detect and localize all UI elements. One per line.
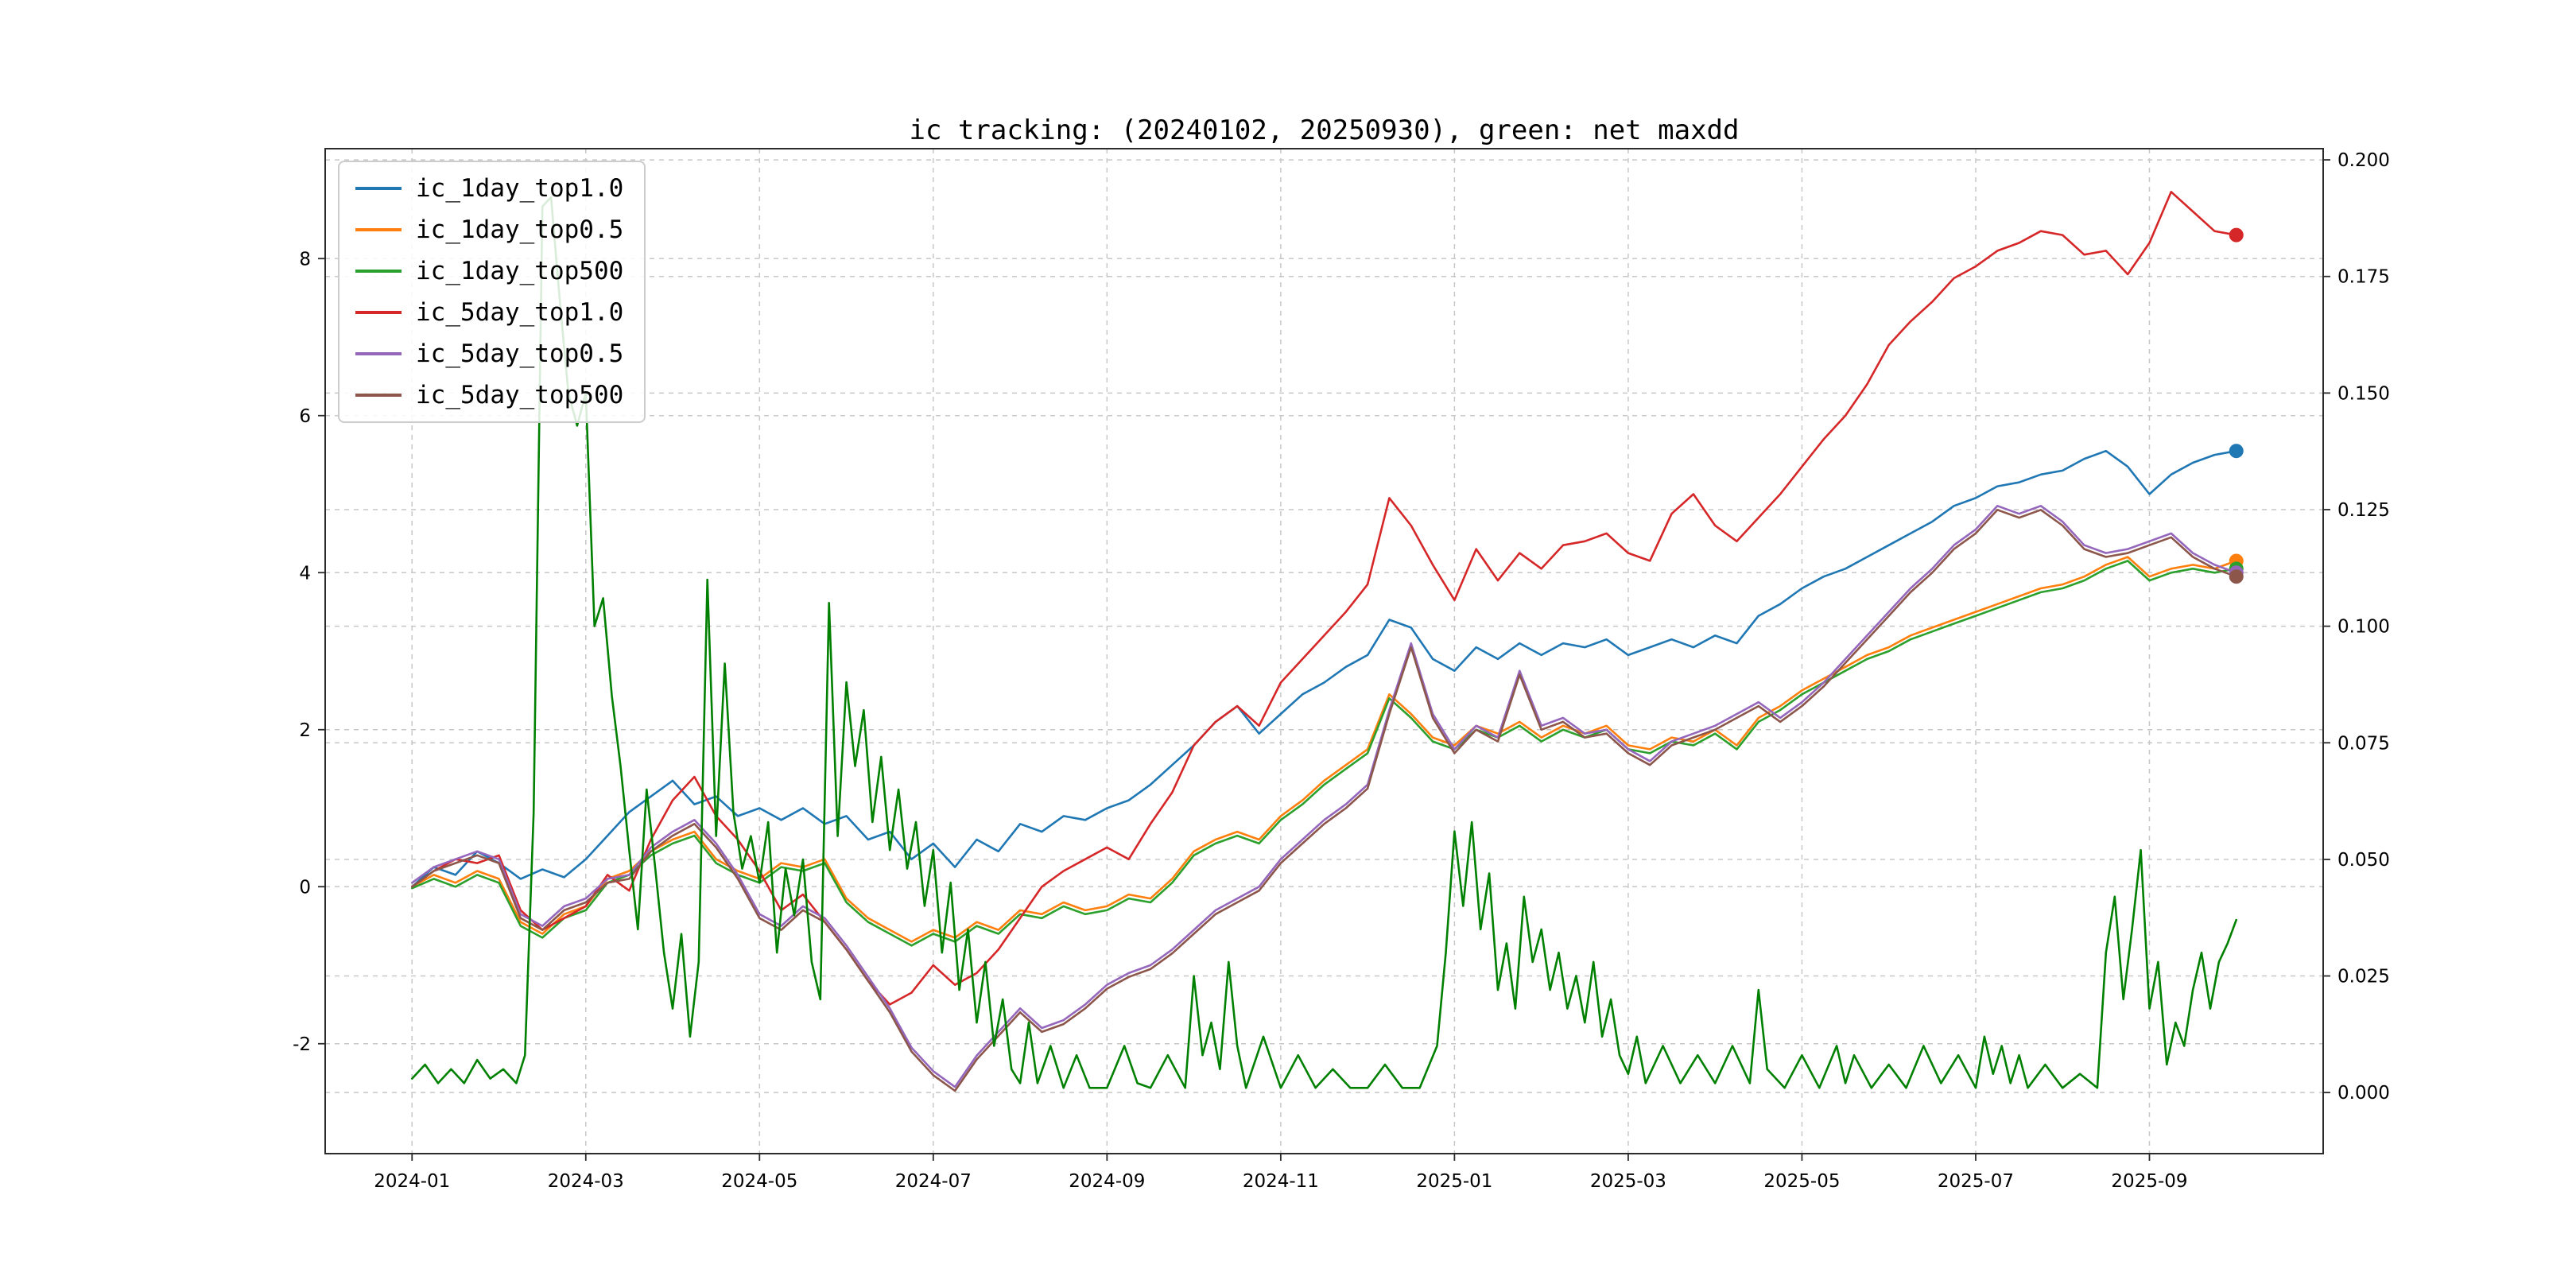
series-line-ic_1day_top0.5 [410, 556, 2237, 943]
series-line-net_maxdd [410, 196, 2237, 1089]
x-tick-label: 2024-05 [721, 1171, 797, 1192]
chart-title: ic tracking: (20240102, 20250930), green… [909, 114, 1740, 146]
left-tick-label: 8 [299, 249, 311, 270]
x-tick-label: 2025-09 [2111, 1171, 2187, 1192]
right-tick-label: 0.150 [2337, 383, 2390, 404]
x-tick-label: 2025-07 [1938, 1171, 2014, 1192]
x-tick-label: 2024-09 [1069, 1171, 1145, 1192]
endpoint-marker-ic_5day_top500 [2229, 569, 2244, 584]
legend-item: ic_5day_top500 [355, 378, 623, 412]
legend-line-swatch [355, 228, 402, 231]
legend-label: ic_5day_top0.5 [416, 339, 624, 368]
series-line-ic_1day_top1.0 [410, 449, 2237, 888]
x-tick-label: 2024-11 [1243, 1171, 1319, 1192]
left-tick-label: 0 [299, 877, 311, 898]
series-line-ic_1day_top500 [410, 560, 2237, 947]
x-tick-label: 2024-07 [895, 1171, 972, 1192]
right-tick-label: 0.100 [2337, 617, 2390, 638]
legend-line-swatch [355, 352, 402, 355]
x-tick-label: 2025-01 [1416, 1171, 1492, 1192]
right-tick-label: 0.075 [2337, 733, 2390, 754]
right-tick-label: 0.025 [2337, 967, 2390, 987]
left-tick-label: 2 [299, 720, 311, 741]
right-tick-label: 0.125 [2337, 500, 2390, 521]
legend-line-swatch [355, 311, 402, 314]
legend-line-swatch [355, 187, 402, 190]
endpoint-marker-ic_1day_top1.0 [2229, 444, 2244, 459]
right-tick-label: 0.175 [2337, 267, 2390, 288]
plot-border [324, 148, 2324, 1154]
legend-item: ic_5day_top1.0 [355, 296, 623, 329]
legend-item: ic_1day_top0.5 [355, 213, 623, 246]
series-line-ic_5day_top500 [410, 508, 2237, 1092]
left-tick-label: 4 [299, 563, 311, 584]
right-tick-label: 0.200 [2337, 150, 2390, 171]
series-line-ic_5day_top0.5 [410, 504, 2237, 1088]
right-tick-label: 0.000 [2337, 1083, 2390, 1104]
x-tick-label: 2024-01 [374, 1171, 450, 1192]
right-tick-label: 0.050 [2337, 850, 2390, 871]
legend-line-swatch [355, 270, 402, 273]
left-tick-label: 6 [299, 406, 311, 427]
legend-label: ic_1day_top500 [416, 257, 624, 285]
legend-label: ic_5day_top500 [416, 381, 624, 409]
x-tick-label: 2025-05 [1763, 1171, 1840, 1192]
x-tick-label: 2024-03 [548, 1171, 624, 1192]
legend-label: ic_5day_top1.0 [416, 298, 624, 327]
legend-label: ic_1day_top0.5 [416, 215, 624, 244]
legend-item: ic_1day_top1.0 [355, 172, 623, 205]
x-tick-label: 2025-03 [1590, 1171, 1666, 1192]
left-tick-label: -2 [293, 1034, 311, 1055]
legend: ic_1day_top1.0 ic_1day_top0.5 ic_1day_top5… [338, 161, 646, 423]
legend-line-swatch [355, 394, 402, 397]
endpoint-marker-ic_5day_top1.0 [2229, 227, 2244, 242]
legend-item: ic_5day_top0.5 [355, 337, 623, 370]
legend-item: ic_1day_top500 [355, 254, 623, 288]
series-line-ic_5day_top1.0 [410, 191, 2237, 1006]
legend-label: ic_1day_top1.0 [416, 174, 624, 203]
